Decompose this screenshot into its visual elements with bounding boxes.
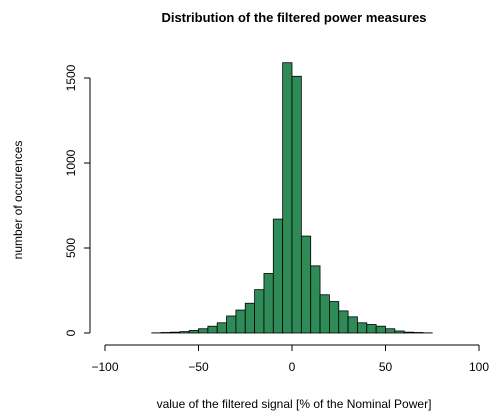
bar: [245, 303, 254, 333]
bar: [301, 236, 310, 333]
bar: [348, 317, 357, 333]
bar: [376, 326, 385, 333]
bar: [189, 330, 198, 333]
bar: [386, 329, 395, 333]
x-tick-label: 100: [469, 360, 489, 374]
bar: [236, 310, 245, 333]
bar: [367, 325, 376, 334]
bar: [311, 266, 320, 333]
x-tick-label: −100: [91, 360, 118, 374]
bar: [414, 332, 423, 333]
y-tick-label: 1000: [64, 149, 78, 176]
bar: [320, 295, 329, 333]
bar: [357, 323, 366, 333]
bar: [170, 332, 179, 333]
bar: [180, 332, 189, 333]
bar: [292, 76, 301, 333]
y-axis-label: number of occurences: [11, 141, 25, 260]
bar: [217, 323, 226, 333]
bar: [404, 332, 413, 333]
bar: [283, 63, 292, 333]
bar: [199, 329, 208, 333]
x-tick-label: −50: [188, 360, 209, 374]
bar: [329, 302, 338, 333]
bar: [339, 311, 348, 333]
x-tick-label: 0: [289, 360, 296, 374]
bar: [264, 274, 273, 334]
y-tick-label: 1500: [64, 64, 78, 91]
x-axis-label: value of the filtered signal [% of the N…: [157, 397, 432, 411]
x-tick-label: 50: [379, 360, 393, 374]
chart-title: Distribution of the filtered power measu…: [161, 10, 426, 25]
bar: [227, 316, 236, 333]
bar: [161, 332, 170, 333]
y-tick-label: 500: [64, 238, 78, 258]
bar: [255, 290, 264, 333]
bar: [208, 326, 217, 333]
bar: [273, 219, 282, 333]
y-tick-label: 0: [64, 329, 78, 336]
bar: [395, 331, 404, 333]
